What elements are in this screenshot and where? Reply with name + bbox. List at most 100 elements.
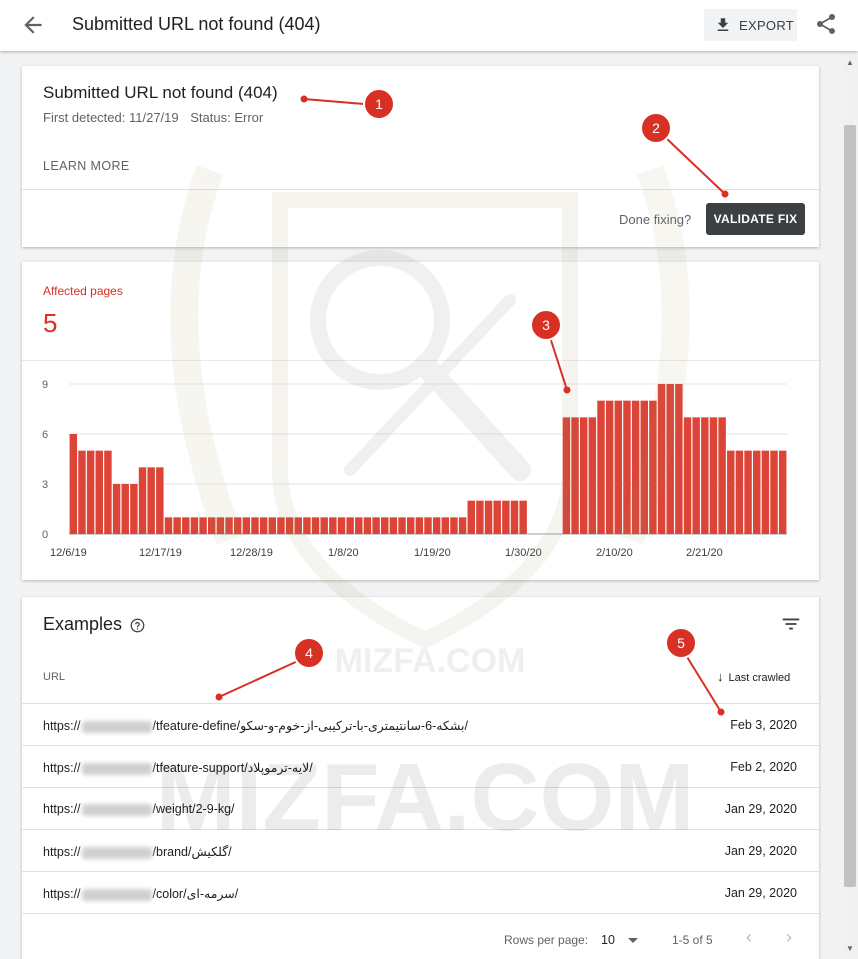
table-row[interactable]: https:// /color/سرمه-ای/Jan 29, 2020 [22,871,819,913]
chart-bar[interactable] [268,517,277,534]
chart-bar[interactable] [415,517,424,534]
chart-bar[interactable] [675,384,683,534]
chart-bar[interactable] [441,517,450,534]
row-url[interactable]: https:// /tfeature-support/لایه-ترموپلاد/ [43,760,313,775]
chart-bar[interactable] [216,517,225,534]
chart-bar[interactable] [329,517,337,534]
next-page-icon[interactable]: › [786,927,792,947]
chart-bar[interactable] [588,417,597,534]
chart-bar[interactable] [104,450,112,534]
chart-bar[interactable] [121,484,129,534]
chart-bar[interactable] [406,517,415,534]
chart-bar[interactable] [562,417,571,534]
chart-bar[interactable] [692,417,700,534]
chart-bar[interactable] [389,517,398,534]
chart-bar[interactable] [337,517,346,534]
chart-bar[interactable] [432,517,441,534]
chart-bar[interactable] [285,517,294,534]
chart-bar[interactable] [130,484,138,534]
chart-bar[interactable] [458,517,467,534]
chart-bar[interactable] [78,450,86,534]
chart-bar[interactable] [709,417,718,534]
chart-bar[interactable] [147,467,155,534]
chart-bar[interactable] [597,400,605,534]
rows-per-page-select[interactable]: 10 [601,933,615,947]
arrow-back-icon[interactable] [20,12,46,38]
chart-bar[interactable] [770,450,778,534]
chart-bar[interactable] [294,517,302,534]
chart-bar[interactable] [303,517,311,534]
scroll-up-arrow-icon[interactable]: ▲ [846,58,854,67]
chart-bar[interactable] [95,450,104,534]
chart-bar[interactable] [467,500,475,534]
chart-bar[interactable] [519,500,527,534]
chart-bar[interactable] [242,517,251,534]
chart-bar[interactable] [164,517,173,534]
chart-bar[interactable] [450,517,458,534]
scroll-down-arrow-icon[interactable]: ▼ [846,944,854,953]
learn-more-link[interactable]: LEARN MORE [43,159,130,173]
chart-bar[interactable] [182,517,190,534]
chart-bar[interactable] [311,517,320,534]
chart-bar[interactable] [346,517,354,534]
chart-bar[interactable] [190,517,199,534]
chevron-down-icon[interactable] [628,938,638,943]
chart-bar[interactable] [657,384,666,534]
chart-bar[interactable] [372,517,380,534]
chart-bar[interactable] [623,400,631,534]
row-url[interactable]: https:// /tfeature-define/بشکه-6-سانتیمتر… [43,718,468,733]
chart-bar[interactable] [683,417,692,534]
row-url[interactable]: https:// /weight/2-9-kg/ [43,802,235,816]
validate-fix-button[interactable]: VALIDATE FIX [706,203,805,235]
chart-bar[interactable] [640,400,648,534]
chart-bar[interactable] [718,417,726,534]
chart-bar[interactable] [363,517,372,534]
chart-bar[interactable] [381,517,389,534]
chart-bar[interactable] [398,517,406,534]
chart-bar[interactable] [761,450,770,534]
chart-bar[interactable] [727,450,735,534]
chart-bar[interactable] [156,467,164,534]
chart-bar[interactable] [484,500,493,534]
chart-bar[interactable] [424,517,432,534]
table-row[interactable]: https:// /tfeature-define/بشکه-6-سانتیمتر… [22,703,819,745]
chart-bar[interactable] [173,517,181,534]
table-row[interactable]: https:// /tfeature-support/لایه-ترموپلاد/… [22,745,819,787]
chart-bar[interactable] [476,500,484,534]
chart-bar[interactable] [778,450,787,534]
share-icon[interactable] [814,12,838,36]
chart-bar[interactable] [510,500,519,534]
chart-bar[interactable] [631,400,640,534]
row-url[interactable]: https:// /brand/گلکیش/ [43,844,232,859]
row-url[interactable]: https:// /color/سرمه-ای/ [43,886,238,901]
chart-bar[interactable] [259,517,268,534]
help-icon[interactable] [130,618,145,633]
chart-bar[interactable] [251,517,259,534]
table-row[interactable]: https:// /brand/گلکیش/Jan 29, 2020 [22,829,819,871]
chart-bar[interactable] [69,434,78,534]
chart-bar[interactable] [605,400,614,534]
column-header-url[interactable]: URL [43,671,66,683]
chart-bar[interactable] [86,450,95,534]
chart-bar[interactable] [666,384,674,534]
chart-bar[interactable] [138,467,147,534]
chart-bar[interactable] [233,517,242,534]
table-row[interactable]: https:// /weight/2-9-kg/Jan 29, 2020 [22,787,819,829]
chart-bar[interactable] [579,417,588,534]
chart-bar[interactable] [493,500,501,534]
chart-bar[interactable] [614,400,623,534]
chart-bar[interactable] [277,517,285,534]
chart-bar[interactable] [320,517,328,534]
chart-bar[interactable] [701,417,709,534]
scrollbar-thumb[interactable] [844,125,856,887]
previous-page-icon[interactable]: ‹ [746,927,752,947]
chart-bar[interactable] [199,517,207,534]
chart-bar[interactable] [752,450,761,534]
chart-bar[interactable] [355,517,363,534]
chart-bar[interactable] [744,450,752,534]
chart-bar[interactable] [735,450,744,534]
chart-bar[interactable] [571,417,579,534]
filter-icon[interactable] [780,613,802,635]
chart-bar[interactable] [649,400,657,534]
chart-bar[interactable] [502,500,510,534]
